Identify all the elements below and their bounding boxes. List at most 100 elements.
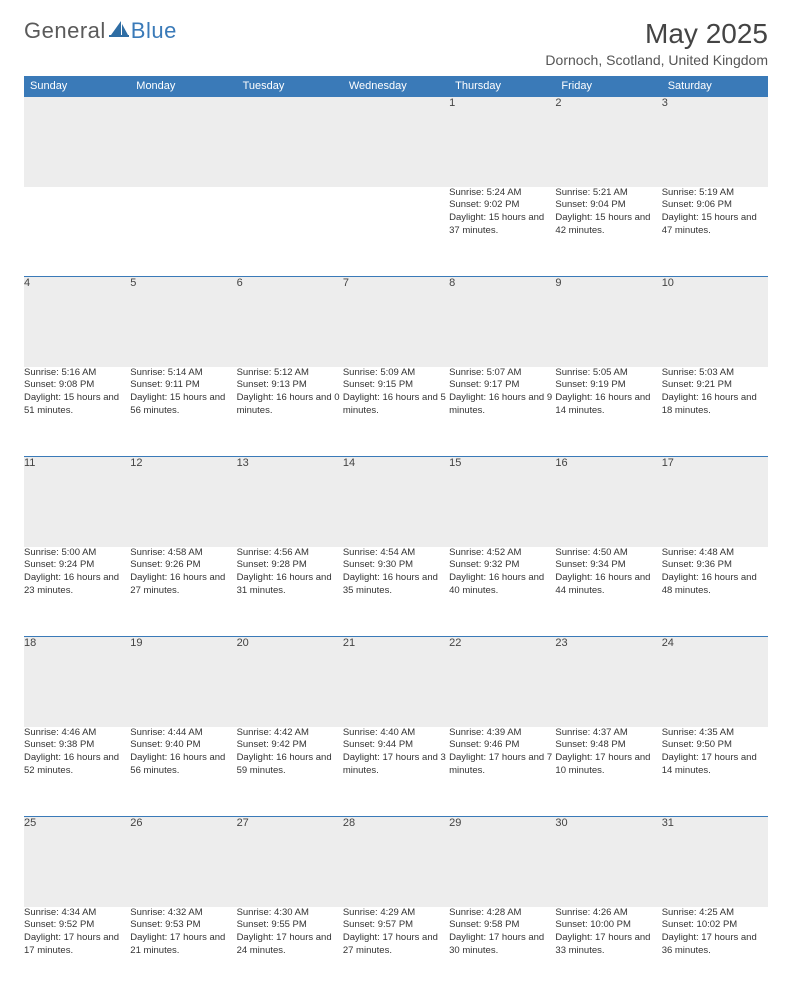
day-number-cell: 20 [237, 637, 343, 727]
sunset-line: Sunset: 9:36 PM [662, 559, 768, 572]
day-content-cell: Sunrise: 4:48 AMSunset: 9:36 PMDaylight:… [662, 547, 768, 637]
day-content-row: Sunrise: 4:34 AMSunset: 9:52 PMDaylight:… [24, 907, 768, 997]
sunrise-line: Sunrise: 4:29 AM [343, 907, 449, 920]
sunrise-line: Sunrise: 4:50 AM [555, 547, 661, 560]
sunrise-line: Sunrise: 5:07 AM [449, 367, 555, 380]
daylight-line: Daylight: 16 hours and 23 minutes. [24, 572, 130, 598]
month-title: May 2025 [545, 18, 768, 50]
daylight-line: Daylight: 16 hours and 52 minutes. [24, 752, 130, 778]
day-content-cell: Sunrise: 4:54 AMSunset: 9:30 PMDaylight:… [343, 547, 449, 637]
brand-text-1: General [24, 18, 106, 44]
weekday-header: Wednesday [343, 76, 449, 97]
day-content-cell: Sunrise: 4:39 AMSunset: 9:46 PMDaylight:… [449, 727, 555, 817]
day-number-row: 11121314151617 [24, 457, 768, 547]
sunset-line: Sunset: 9:17 PM [449, 379, 555, 392]
daylight-line: Daylight: 16 hours and 35 minutes. [343, 572, 449, 598]
day-content-cell: Sunrise: 4:35 AMSunset: 9:50 PMDaylight:… [662, 727, 768, 817]
title-block: May 2025 Dornoch, Scotland, United Kingd… [545, 18, 768, 68]
day-content-cell: Sunrise: 4:32 AMSunset: 9:53 PMDaylight:… [130, 907, 236, 997]
day-number-cell: 2 [555, 97, 661, 187]
day-content-cell: Sunrise: 5:07 AMSunset: 9:17 PMDaylight:… [449, 367, 555, 457]
day-content-cell: Sunrise: 4:25 AMSunset: 10:02 PMDaylight… [662, 907, 768, 997]
sunrise-line: Sunrise: 4:25 AM [662, 907, 768, 920]
sunrise-line: Sunrise: 4:30 AM [237, 907, 343, 920]
daylight-line: Daylight: 16 hours and 56 minutes. [130, 752, 236, 778]
weekday-header: Monday [130, 76, 236, 97]
daylight-line: Daylight: 16 hours and 18 minutes. [662, 392, 768, 418]
location-text: Dornoch, Scotland, United Kingdom [545, 52, 768, 68]
day-content-cell: Sunrise: 4:37 AMSunset: 9:48 PMDaylight:… [555, 727, 661, 817]
weekday-header-row: SundayMondayTuesdayWednesdayThursdayFrid… [24, 76, 768, 97]
sunrise-line: Sunrise: 4:54 AM [343, 547, 449, 560]
sunrise-line: Sunrise: 4:37 AM [555, 727, 661, 740]
day-number-cell: 19 [130, 637, 236, 727]
sunrise-line: Sunrise: 5:09 AM [343, 367, 449, 380]
daylight-line: Daylight: 16 hours and 48 minutes. [662, 572, 768, 598]
sunset-line: Sunset: 9:30 PM [343, 559, 449, 572]
calendar-page: General Blue May 2025 Dornoch, Scotland,… [0, 0, 792, 1007]
sunset-line: Sunset: 9:50 PM [662, 739, 768, 752]
sunrise-line: Sunrise: 5:05 AM [555, 367, 661, 380]
day-content-cell: Sunrise: 5:09 AMSunset: 9:15 PMDaylight:… [343, 367, 449, 457]
day-number-cell: 28 [343, 817, 449, 907]
daylight-line: Daylight: 16 hours and 14 minutes. [555, 392, 661, 418]
day-number-cell: 5 [130, 277, 236, 367]
weekday-header: Friday [555, 76, 661, 97]
day-number-cell: 6 [237, 277, 343, 367]
day-content-cell: Sunrise: 5:05 AMSunset: 9:19 PMDaylight:… [555, 367, 661, 457]
daylight-line: Daylight: 17 hours and 36 minutes. [662, 932, 768, 958]
sunrise-line: Sunrise: 5:14 AM [130, 367, 236, 380]
day-number-cell: 8 [449, 277, 555, 367]
day-content-cell: Sunrise: 4:26 AMSunset: 10:00 PMDaylight… [555, 907, 661, 997]
sunset-line: Sunset: 9:40 PM [130, 739, 236, 752]
sail-icon [106, 18, 131, 44]
daylight-line: Daylight: 17 hours and 14 minutes. [662, 752, 768, 778]
sunrise-line: Sunrise: 4:44 AM [130, 727, 236, 740]
day-number-cell: 27 [237, 817, 343, 907]
day-content-cell: Sunrise: 4:52 AMSunset: 9:32 PMDaylight:… [449, 547, 555, 637]
day-content-cell: Sunrise: 5:21 AMSunset: 9:04 PMDaylight:… [555, 187, 661, 277]
sunrise-line: Sunrise: 4:56 AM [237, 547, 343, 560]
sunset-line: Sunset: 9:32 PM [449, 559, 555, 572]
weekday-header: Thursday [449, 76, 555, 97]
daylight-line: Daylight: 16 hours and 0 minutes. [237, 392, 343, 418]
sunset-line: Sunset: 9:52 PM [24, 919, 130, 932]
day-content-cell: Sunrise: 4:50 AMSunset: 9:34 PMDaylight:… [555, 547, 661, 637]
sunrise-line: Sunrise: 4:39 AM [449, 727, 555, 740]
day-content-cell: Sunrise: 4:30 AMSunset: 9:55 PMDaylight:… [237, 907, 343, 997]
day-number-cell: 24 [662, 637, 768, 727]
sunrise-line: Sunrise: 4:46 AM [24, 727, 130, 740]
daylight-line: Daylight: 17 hours and 30 minutes. [449, 932, 555, 958]
sunset-line: Sunset: 9:46 PM [449, 739, 555, 752]
day-content-row: Sunrise: 4:46 AMSunset: 9:38 PMDaylight:… [24, 727, 768, 817]
sunset-line: Sunset: 10:02 PM [662, 919, 768, 932]
sunrise-line: Sunrise: 5:16 AM [24, 367, 130, 380]
day-content-cell: Sunrise: 5:14 AMSunset: 9:11 PMDaylight:… [130, 367, 236, 457]
sunset-line: Sunset: 9:34 PM [555, 559, 661, 572]
day-content-cell: Sunrise: 4:34 AMSunset: 9:52 PMDaylight:… [24, 907, 130, 997]
day-number-cell: 23 [555, 637, 661, 727]
day-number-cell: 30 [555, 817, 661, 907]
daylight-line: Daylight: 17 hours and 17 minutes. [24, 932, 130, 958]
daylight-line: Daylight: 17 hours and 7 minutes. [449, 752, 555, 778]
calendar-table: SundayMondayTuesdayWednesdayThursdayFrid… [24, 76, 768, 997]
day-number-cell: 17 [662, 457, 768, 547]
day-number-cell: 29 [449, 817, 555, 907]
day-number-cell: 1 [449, 97, 555, 187]
daylight-line: Daylight: 16 hours and 44 minutes. [555, 572, 661, 598]
day-content-row: Sunrise: 5:16 AMSunset: 9:08 PMDaylight:… [24, 367, 768, 457]
day-number-cell: 26 [130, 817, 236, 907]
sunset-line: Sunset: 9:06 PM [662, 199, 768, 212]
sunrise-line: Sunrise: 4:42 AM [237, 727, 343, 740]
sunrise-line: Sunrise: 5:21 AM [555, 187, 661, 200]
day-number-cell: 22 [449, 637, 555, 727]
sunset-line: Sunset: 10:00 PM [555, 919, 661, 932]
sunset-line: Sunset: 9:13 PM [237, 379, 343, 392]
daylight-line: Daylight: 16 hours and 27 minutes. [130, 572, 236, 598]
day-number-cell: 10 [662, 277, 768, 367]
day-number-cell: 18 [24, 637, 130, 727]
day-content-cell [130, 187, 236, 277]
day-number-cell: 25 [24, 817, 130, 907]
weekday-header: Saturday [662, 76, 768, 97]
daylight-line: Daylight: 16 hours and 5 minutes. [343, 392, 449, 418]
